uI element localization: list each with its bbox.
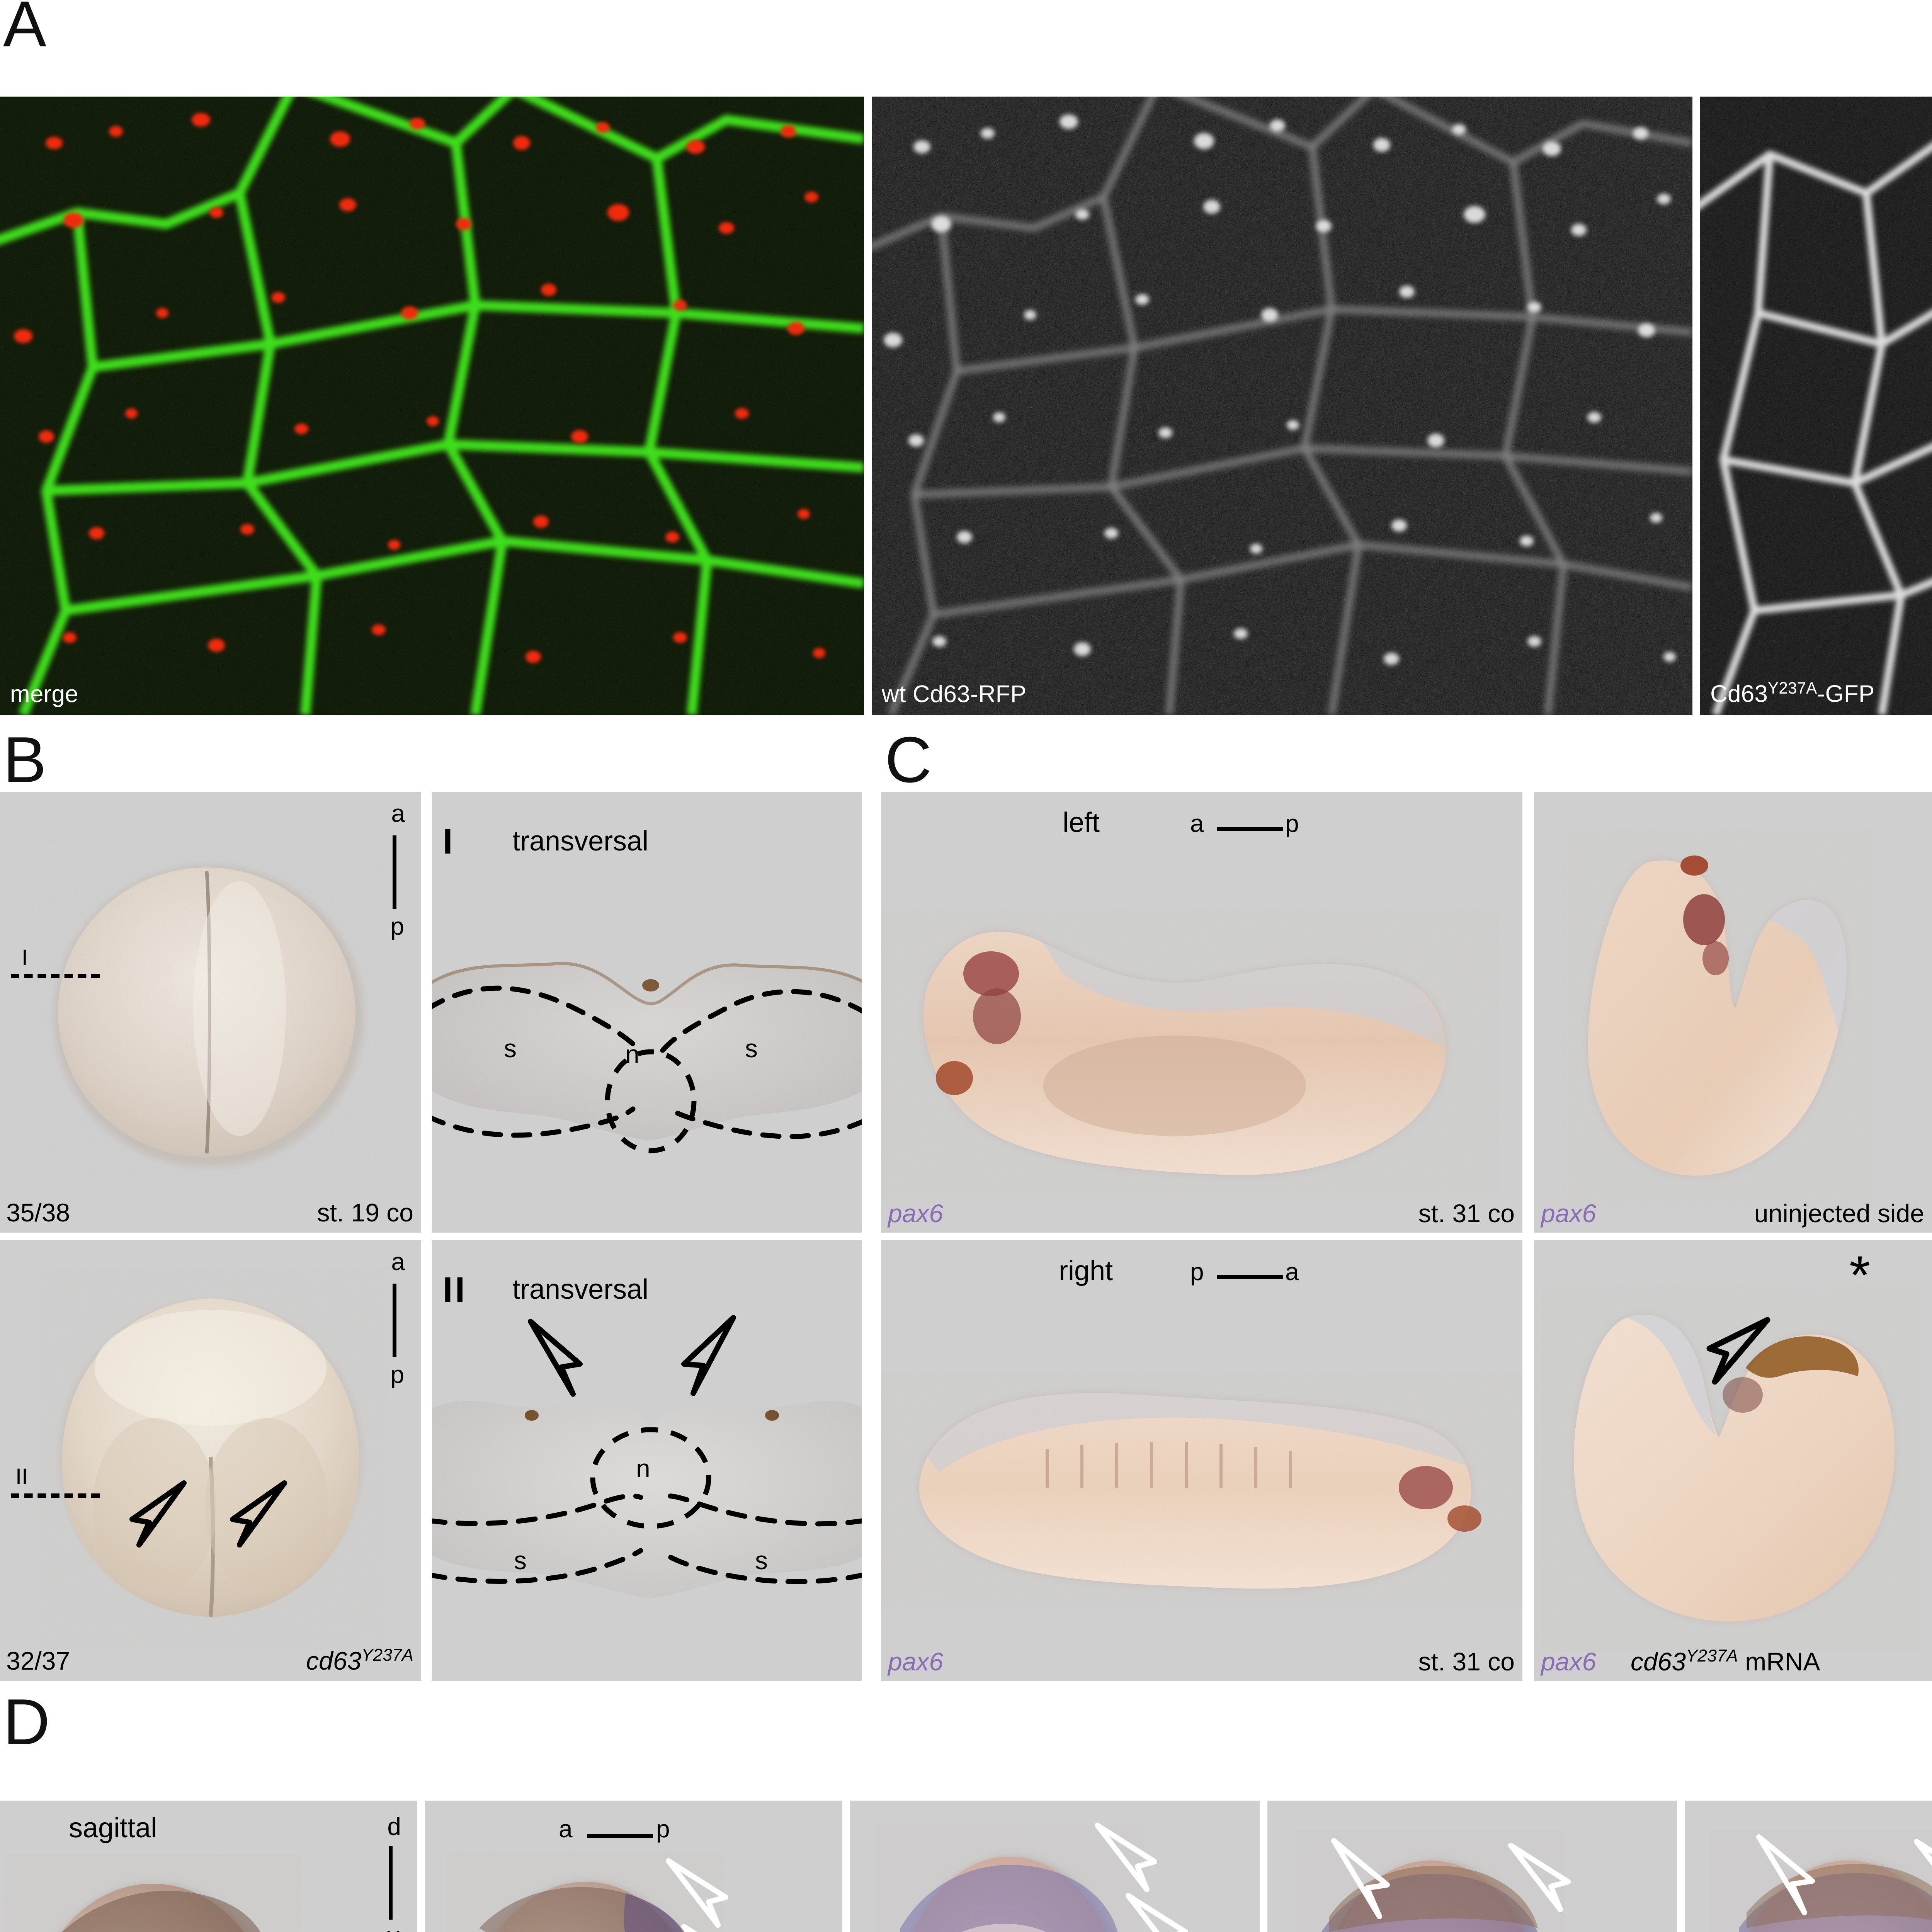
caption-gene-superscript: Y237A bbox=[1686, 1646, 1738, 1665]
panelB-label-s-left-II: s bbox=[514, 1546, 527, 1575]
panelA-label-wt-cd63-rfp: wt Cd63-RFP bbox=[882, 680, 1026, 708]
caption-mrna: mRNA bbox=[1738, 1647, 1820, 1676]
panelD-axis-line-1 bbox=[389, 1846, 393, 1920]
panelC-gene-mutant: pax6 bbox=[1541, 1647, 1596, 1676]
panelC-caption-left: st. 31 co bbox=[1418, 1199, 1515, 1228]
panelC-asterisk: * bbox=[1849, 1253, 1870, 1297]
panelB-section-line-II bbox=[11, 1493, 100, 1498]
panelB-image-mutant-dorsal: II a p 32/37 cd63Y237A bbox=[0, 1240, 421, 1681]
panel-letter-c: C bbox=[885, 727, 932, 792]
panelC-view-right: right bbox=[1059, 1255, 1113, 1287]
panelC-arrowhead-mutant bbox=[1688, 1313, 1777, 1402]
genotype-superscript: Y237A bbox=[361, 1645, 413, 1665]
panelB-arrowhead-II-left bbox=[515, 1318, 592, 1403]
panelB-axis-line-2 bbox=[393, 1284, 396, 1357]
panelD-image-st10: sagittal d v cd63 st. 10 bbox=[0, 1801, 417, 1932]
panelA-label-cd63-y237a-gfp: Cd63Y237A-GFP bbox=[1710, 679, 1875, 708]
panelA-label-merge: merge bbox=[10, 680, 78, 708]
panelC-image-uninjected: pax6 uninjected side bbox=[1534, 792, 1932, 1233]
panelB-arrowhead-II-right bbox=[668, 1314, 745, 1403]
panelC-image-left: left a p pax6 st. 31 co bbox=[881, 792, 1522, 1233]
panelD-title-sagittal: sagittal bbox=[69, 1812, 157, 1844]
panel-letter-b: B bbox=[3, 727, 46, 792]
panelD-axis-p-st11: p bbox=[656, 1815, 670, 1843]
panelD-arrowhead-st20-a bbox=[1743, 1832, 1828, 1920]
panelB-arrowhead-left bbox=[116, 1476, 193, 1553]
panelD-axis-line-2 bbox=[587, 1834, 653, 1838]
panelB-arrowhead-right bbox=[216, 1476, 294, 1553]
panelC-axis-p-left: p bbox=[1285, 809, 1299, 838]
panelD-image-st11: a p st. 11 bbox=[425, 1801, 842, 1932]
panel-letter-a: A bbox=[3, 0, 46, 56]
panelB-section-tag-I: I bbox=[22, 945, 28, 971]
panelB-title-transversal-II: transversal bbox=[512, 1274, 648, 1305]
panelC-axis-line-right bbox=[1217, 1275, 1283, 1279]
panelC-caption-uninjected: uninjected side bbox=[1754, 1199, 1924, 1228]
panelD-arrowhead-st16-b bbox=[1495, 1839, 1580, 1924]
panelD-image-st20-lateral: st. 20 bbox=[1685, 1801, 1932, 1932]
panelB-axis-p-2: p bbox=[390, 1360, 404, 1389]
panelB-section-line-I bbox=[11, 974, 100, 978]
panelD-arrowhead-st13-a bbox=[1082, 1819, 1167, 1896]
caption-gene-main: cd63 bbox=[1631, 1647, 1686, 1676]
panelD-image-st13: st. 13 bbox=[850, 1801, 1260, 1932]
panelC-gene-right: pax6 bbox=[888, 1647, 943, 1676]
panelA-image-wt-cd63-rfp: wt Cd63-RFP bbox=[872, 97, 1692, 715]
panel-letter-d: D bbox=[3, 1689, 50, 1754]
panelB-axis-line bbox=[393, 835, 396, 909]
panelB-image-transversal-I: I transversal s n s bbox=[432, 792, 862, 1233]
panelB-roman-II: II bbox=[443, 1270, 467, 1310]
cd63-text: Cd63 bbox=[1710, 681, 1768, 707]
panelB-roman-I: I bbox=[443, 821, 453, 862]
panelB-genotype-mutant: cd63Y237A bbox=[306, 1645, 413, 1675]
panelD-arrowhead-st13-b bbox=[1113, 1889, 1198, 1932]
genotype-main: cd63 bbox=[306, 1646, 361, 1675]
panelC-image-mutant-mrna: * pax6 cd63Y237A mRNA bbox=[1534, 1240, 1932, 1681]
panelB-image-control-dorsal: I a p 35/38 st. 19 co bbox=[0, 792, 421, 1233]
panelC-caption-right: st. 31 co bbox=[1418, 1647, 1515, 1676]
panelB-section-tag-II: II bbox=[15, 1464, 28, 1490]
panelB-axis-p: p bbox=[390, 912, 404, 940]
panelC-caption-mutant: cd63Y237A mRNA bbox=[1631, 1646, 1820, 1676]
panelC-axis-line-left bbox=[1217, 827, 1283, 831]
gfp-text: -GFP bbox=[1817, 681, 1875, 707]
panelD-arrowhead-st16-a bbox=[1318, 1835, 1403, 1924]
panelC-axis-a-left: a bbox=[1190, 809, 1204, 838]
panelB-count-mutant: 32/37 bbox=[6, 1646, 70, 1675]
panelD-arrowhead-st11-b bbox=[668, 1920, 753, 1932]
panelB-label-s-left-I: s bbox=[504, 1034, 517, 1063]
panelA-image-merge: merge bbox=[0, 97, 864, 715]
panelC-axis-a-right: a bbox=[1285, 1257, 1299, 1286]
panelB-label-n-I: n bbox=[625, 1039, 639, 1069]
panelB-label-n-II: n bbox=[636, 1454, 650, 1483]
panelB-axis-a: a bbox=[391, 799, 405, 828]
panelD-arrowhead-st20-b bbox=[1901, 1835, 1932, 1920]
panelC-view-left: left bbox=[1063, 807, 1100, 838]
panelC-image-right: right p a pax6 st. 31 co bbox=[881, 1240, 1522, 1681]
panelA-image-cd63-y237a-gfp: Cd63Y237A-GFP 10µm bbox=[1700, 97, 1932, 715]
panelD-image-st16: st. 16 bbox=[1267, 1801, 1677, 1932]
panelB-count-control: 35/38 bbox=[6, 1198, 70, 1227]
panelC-gene-left: pax6 bbox=[888, 1199, 943, 1228]
panelB-stage-control: st. 19 co bbox=[317, 1198, 413, 1227]
panelB-image-transversal-II: II transversal n s s bbox=[432, 1240, 862, 1681]
cd63-superscript: Y237A bbox=[1768, 679, 1817, 697]
panelB-axis-a-2: a bbox=[391, 1247, 405, 1276]
panelD-axis-d: d bbox=[387, 1812, 401, 1841]
panelC-gene-uninjected: pax6 bbox=[1541, 1199, 1596, 1228]
panelB-label-s-right-I: s bbox=[745, 1034, 758, 1063]
panelB-label-s-right-II: s bbox=[755, 1546, 768, 1575]
panelC-axis-p-right: p bbox=[1190, 1257, 1204, 1286]
panelD-axis-v: v bbox=[387, 1921, 400, 1932]
panelB-title-transversal-I: transversal bbox=[512, 825, 648, 857]
panelD-axis-a-st11: a bbox=[559, 1815, 573, 1843]
